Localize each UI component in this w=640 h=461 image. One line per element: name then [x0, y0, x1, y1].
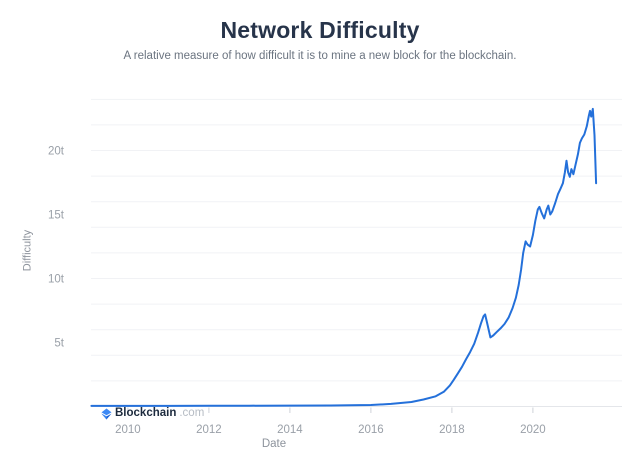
x-axis-title: Date — [261, 438, 287, 450]
blockchain-logo-icon — [101, 408, 112, 419]
difficulty-line-series — [90, 107, 598, 407]
y-axis-title: Difficulty — [21, 229, 34, 272]
watermark-tld: .com — [179, 407, 205, 419]
x-tick-label: 2014 — [277, 424, 303, 436]
watermark-link[interactable]: Blockchain .com — [101, 407, 204, 420]
x-tick-label: 2010 — [115, 424, 141, 436]
x-tick-label: 2018 — [439, 424, 465, 436]
x-tick-label: 2020 — [520, 424, 546, 436]
chart-subtitle: A relative measure of how difficult it i… — [123, 50, 517, 62]
y-tick-label: 10t — [48, 274, 65, 286]
y-tick-label: 20t — [48, 146, 65, 158]
y-tick-label: 5t — [54, 338, 64, 350]
watermark-brand: Blockchain — [115, 407, 177, 419]
x-tick-label: 2012 — [196, 424, 222, 436]
chart-title: Network Difficulty — [220, 17, 420, 43]
y-tick-label: 15t — [48, 210, 65, 222]
x-tick-label: 2016 — [358, 424, 384, 436]
